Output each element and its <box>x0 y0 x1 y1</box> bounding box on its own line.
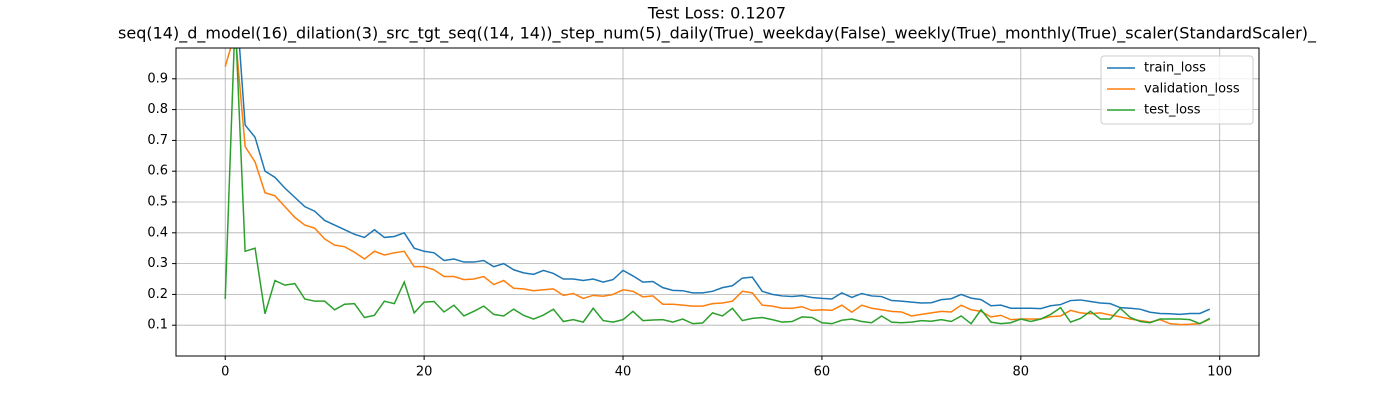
lines <box>224 48 1211 326</box>
legend-label: validation_loss <box>1144 82 1240 97</box>
y-tick-label: 0.2 <box>147 287 168 302</box>
x-tick-label: 100 <box>1207 365 1232 380</box>
y-tick-label: 0.1 <box>147 318 168 333</box>
y-tick-label: 0.9 <box>147 71 168 86</box>
series-line <box>224 48 1211 326</box>
y-tick-label: 0.7 <box>147 133 168 148</box>
legend-label: train_loss <box>1144 61 1206 76</box>
y-tick-label: 0.5 <box>147 195 168 210</box>
series-line <box>224 48 1211 325</box>
series-line <box>238 48 1211 316</box>
x-tick-label: 0 <box>221 365 229 380</box>
chart-title: Test Loss: 0.1207 <box>647 4 786 23</box>
x-tick-label: 40 <box>615 365 632 380</box>
x-tick-label: 20 <box>416 365 433 380</box>
chart-subtitle: seq(14)_d_model(16)_dilation(3)_src_tgt_… <box>118 24 1317 44</box>
legend: train_loss validation_loss test_loss <box>1100 55 1254 125</box>
y-tick-label: 0.6 <box>147 164 168 179</box>
x-tick-label: 60 <box>814 365 831 380</box>
x-tick-label: 80 <box>1013 365 1030 380</box>
grid <box>176 48 1259 356</box>
y-tick-label: 0.3 <box>147 256 168 271</box>
legend-label: test_loss <box>1144 103 1201 118</box>
y-tick-label: 0.8 <box>147 102 168 117</box>
legend-box <box>1100 55 1254 125</box>
y-tick-label: 0.4 <box>147 225 168 240</box>
